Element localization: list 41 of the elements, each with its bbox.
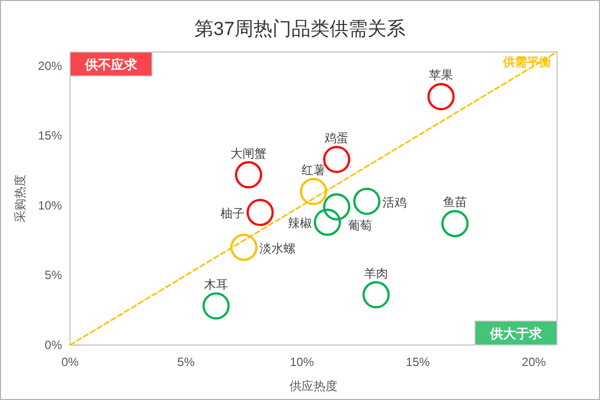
y-tick-label: 20% <box>38 58 62 73</box>
point <box>246 198 274 226</box>
point <box>362 281 390 308</box>
x-tick-label: 20% <box>522 355 546 369</box>
annotation: 鱼苗 <box>442 195 467 210</box>
x-tick-label: 15% <box>406 355 430 369</box>
point <box>202 292 230 320</box>
x-tick-label: 10% <box>290 355 314 369</box>
annotation: 辣椒 <box>288 216 312 230</box>
point <box>427 83 455 110</box>
y-tick-label: 5% <box>44 268 62 282</box>
annotation: 红薯 <box>302 163 326 178</box>
annotation: 苹果 <box>429 68 454 82</box>
y-tick-label: 10% <box>38 198 62 212</box>
annotation: 淡水螺 <box>259 241 296 256</box>
point <box>230 234 258 261</box>
point <box>323 193 350 220</box>
annotation: 大闸蟹 <box>230 146 267 160</box>
annotation-box: 供不应求 <box>70 52 152 76</box>
y-axis-title: 采购热度 <box>13 174 27 222</box>
annotation: 葡萄 <box>348 218 372 232</box>
point <box>441 210 469 238</box>
x-axis-title: 供应热度 <box>290 379 338 393</box>
point <box>323 146 350 174</box>
chart-title: 第37周热门品类供需关系 <box>194 18 406 40</box>
y-tick-label: 0% <box>44 338 62 352</box>
annotation: 鸡蛋 <box>324 130 349 145</box>
point <box>234 161 262 188</box>
x-tick-label: 0% <box>61 355 79 369</box>
annotation: 柚子 <box>220 206 245 220</box>
point <box>314 208 342 236</box>
annotation: 供大于求 <box>489 326 543 341</box>
y-tick-label: 15% <box>38 128 62 143</box>
annotation-box: 供大于求 <box>474 320 558 346</box>
annotation: 木耳 <box>204 277 228 292</box>
point <box>300 178 328 206</box>
annotation: 供不应求 <box>84 57 138 72</box>
x-tick-label: 5% <box>177 355 195 369</box>
point <box>353 188 380 215</box>
annotation: 羊肉 <box>364 266 388 280</box>
annotation: 活鸡 <box>382 195 406 210</box>
